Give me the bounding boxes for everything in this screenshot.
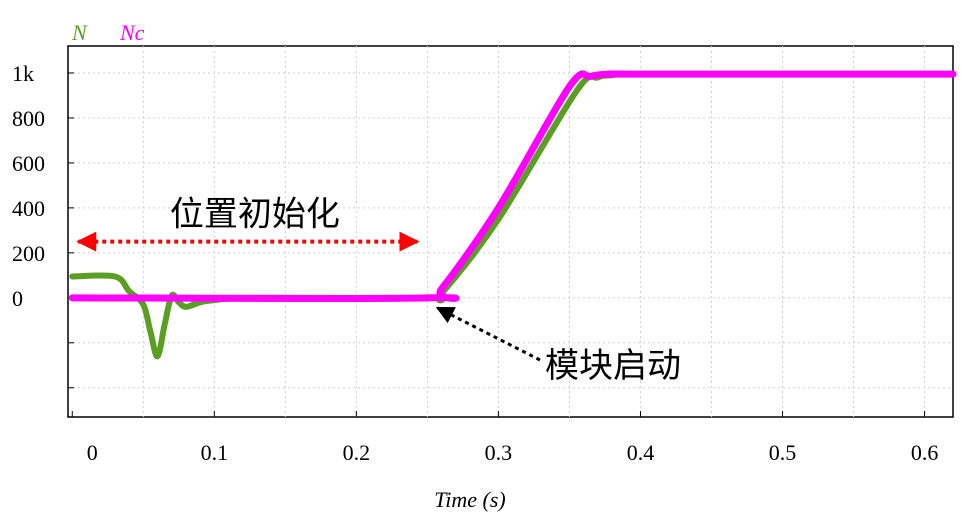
legend-entry-nc: Nc [119, 20, 145, 45]
y-tick-label: 400 [12, 196, 45, 221]
series-line-nc [68, 70, 957, 302]
x-axis-label: Time (s) [434, 487, 506, 512]
init-annotation-label: 位置初始化 [170, 195, 340, 235]
x-tick-label: 0.3 [485, 440, 513, 465]
x-tick-label: 0.4 [627, 440, 655, 465]
y-tick-label: 800 [12, 106, 45, 131]
plot-area [67, 45, 954, 418]
start-annotation-label: 模块启动 [545, 346, 681, 386]
x-axis-ticks: 0 0.1 0.2 0.3 0.4 0.5 0.6 [71, 411, 939, 465]
legend: N Nc [71, 20, 145, 45]
x-tick-label: 0.6 [911, 440, 939, 465]
y-axis-ticks: 0 200 400 600 800 1k [12, 61, 74, 389]
y-tick-label: 200 [12, 241, 45, 266]
start-arrow [435, 306, 541, 362]
y-tick-label: 0 [12, 286, 23, 311]
x-tick-label: 0.1 [201, 440, 229, 465]
x-tick-label: 0.5 [769, 440, 797, 465]
y-tick-label: 1k [12, 61, 34, 86]
series-lines [68, 70, 957, 360]
x-tick-label: 0.2 [343, 440, 371, 465]
y-tick-label: 600 [12, 151, 45, 176]
x-tick-label: 0 [87, 440, 98, 465]
grid [68, 46, 953, 417]
legend-entry-n: N [71, 20, 88, 45]
